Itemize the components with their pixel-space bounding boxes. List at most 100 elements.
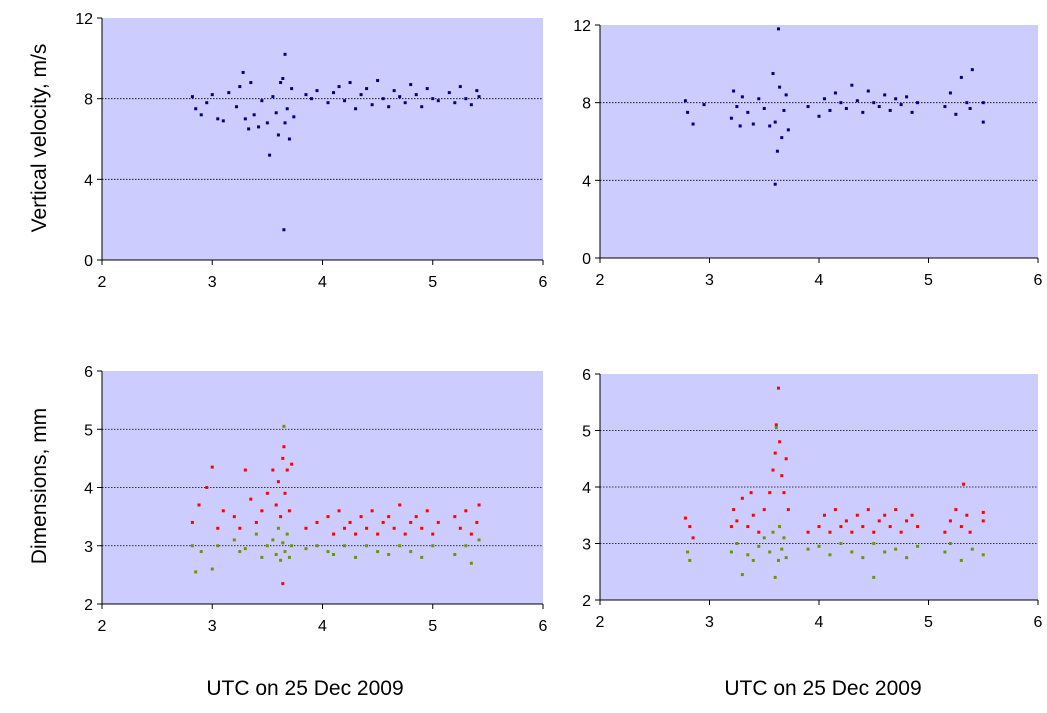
data-point <box>370 103 374 107</box>
chart-bottom-left: 2 3 4 5 6 2 3 4 5 6 <box>84 364 547 635</box>
data-point <box>762 508 766 512</box>
data-point <box>751 122 755 126</box>
data-point <box>965 101 969 105</box>
data-point <box>279 558 283 562</box>
data-point <box>768 491 772 495</box>
data-point <box>238 526 242 530</box>
data-point <box>279 81 283 85</box>
y-tick-label: 12 <box>75 11 93 28</box>
data-point <box>883 93 887 97</box>
data-point <box>899 530 903 534</box>
data-point <box>780 474 784 478</box>
data-point <box>392 89 396 93</box>
data-point <box>981 510 985 514</box>
data-point <box>190 95 194 99</box>
data-point <box>894 547 898 551</box>
data-point <box>839 542 843 545</box>
data-point <box>354 555 358 559</box>
data-point <box>872 101 876 105</box>
data-point <box>464 97 468 101</box>
x-tick-label: 6 <box>539 618 548 635</box>
data-point <box>221 119 225 123</box>
data-point <box>943 530 947 534</box>
data-point <box>398 95 402 99</box>
x-tick-label: 2 <box>596 272 605 289</box>
data-point <box>252 113 256 117</box>
data-point <box>469 532 473 536</box>
data-point <box>283 121 287 125</box>
y-tick-label: 0 <box>582 251 591 268</box>
data-point <box>833 508 837 512</box>
data-point <box>376 532 380 536</box>
data-point <box>268 153 272 157</box>
data-point <box>746 525 750 529</box>
data-point <box>205 486 209 489</box>
data-point <box>326 101 330 105</box>
data-point <box>216 117 220 121</box>
data-point <box>425 87 429 91</box>
data-point <box>771 468 775 472</box>
series-1 <box>686 426 985 579</box>
data-point <box>190 520 194 524</box>
data-point <box>786 508 790 512</box>
data-point <box>285 468 289 472</box>
data-point <box>757 97 761 101</box>
data-point <box>899 103 903 107</box>
data-point <box>332 532 336 536</box>
data-point <box>285 107 289 111</box>
data-point <box>381 520 385 524</box>
data-point <box>959 558 963 562</box>
series-0 <box>190 445 481 586</box>
x-tick-label: 4 <box>815 614 824 631</box>
data-point <box>883 513 887 517</box>
data-point <box>855 513 859 517</box>
data-point <box>370 509 374 513</box>
data-point <box>199 113 203 117</box>
y-tick-label: 5 <box>582 424 591 441</box>
x-tick-label: 6 <box>539 274 548 291</box>
data-point <box>784 93 788 97</box>
y-tick-label: 5 <box>84 422 93 439</box>
data-point <box>740 496 744 500</box>
data-point <box>749 491 753 495</box>
x-tick-label: 2 <box>596 614 605 631</box>
data-point <box>287 509 291 513</box>
y-axis-label-dimensions: Dimensions, mm <box>28 407 51 565</box>
data-point <box>436 99 440 103</box>
x-tick-label: 2 <box>98 618 107 635</box>
data-point <box>888 525 892 529</box>
data-point <box>839 101 843 105</box>
data-point <box>746 110 750 114</box>
data-point <box>283 550 287 554</box>
data-point <box>751 513 755 517</box>
x-tick-label: 2 <box>98 274 107 291</box>
data-point <box>778 440 782 444</box>
data-point <box>414 93 418 97</box>
data-point <box>464 509 468 513</box>
data-point <box>431 544 435 548</box>
data-point <box>872 530 876 534</box>
data-point <box>771 72 775 76</box>
data-point <box>773 451 777 455</box>
data-point <box>354 532 358 536</box>
data-point <box>315 89 319 93</box>
data-point <box>683 516 687 520</box>
data-point <box>894 97 898 101</box>
x-tick-label: 4 <box>815 272 824 289</box>
data-point <box>265 544 269 548</box>
data-point <box>746 553 750 557</box>
data-point <box>326 515 330 519</box>
data-point <box>905 95 909 99</box>
data-point <box>304 526 308 530</box>
data-point <box>285 532 289 536</box>
data-point <box>271 95 275 99</box>
data-point <box>910 513 914 517</box>
data-point <box>458 526 462 530</box>
data-point <box>866 89 870 93</box>
data-point <box>850 530 854 534</box>
data-point <box>238 85 242 89</box>
data-point <box>387 552 391 556</box>
data-point <box>241 70 245 74</box>
data-point <box>381 97 385 101</box>
data-point <box>729 525 733 529</box>
